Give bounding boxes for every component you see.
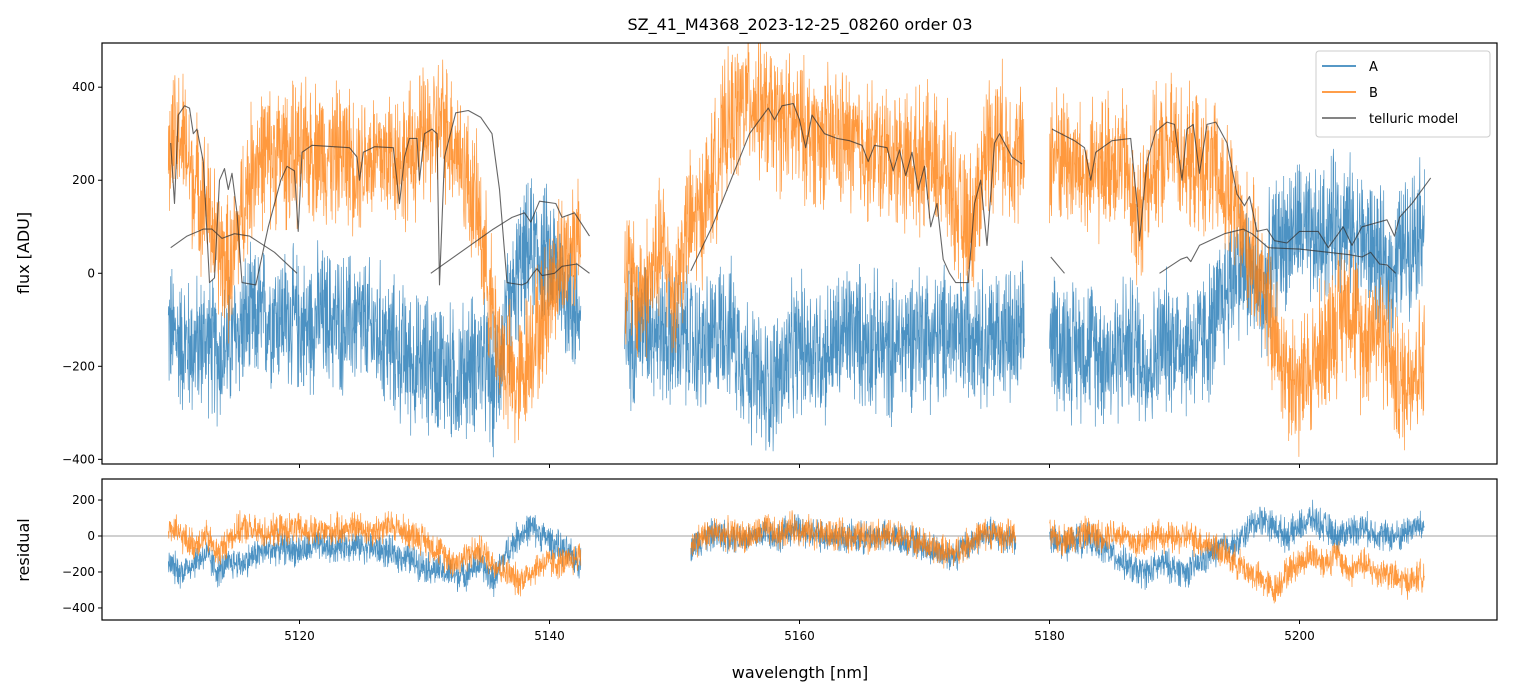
legend-label-telluric: telluric model — [1369, 112, 1458, 127]
legend-box — [1315, 50, 1491, 138]
ytick-label: 400 — [72, 80, 95, 94]
telluric-model-curve-3 — [690, 102, 1023, 284]
telluric-model-curve-5 — [1050, 256, 1065, 274]
series-b-segment-1 — [690, 510, 1017, 569]
telluric-model-curve-1 — [170, 228, 298, 274]
telluric-model-curve-4 — [1051, 121, 1432, 249]
series-b-segment-2 — [1049, 515, 1425, 604]
ytick-label: −200 — [62, 359, 95, 373]
xtick-label: 5200 — [1284, 629, 1315, 643]
series-a-segment-0 — [167, 178, 582, 458]
flux-ylabel: flux [ADU] — [14, 212, 33, 294]
xtick-label: 5120 — [284, 629, 315, 643]
telluric-model-curve-6 — [1159, 228, 1397, 274]
telluric-model-curve-0 — [170, 105, 590, 286]
ytick-label: −400 — [62, 452, 95, 466]
xtick-label: 5140 — [534, 629, 565, 643]
legend: A B telluric model — [1315, 50, 1491, 138]
chart-title: SZ_41_M4368_2023-12-25_08260 order 03 — [627, 15, 972, 35]
flux-plot-area — [167, 43, 1432, 458]
series-b-segment-0 — [167, 510, 582, 597]
residual-plot-area — [102, 499, 1497, 604]
ytick-label: 0 — [87, 266, 95, 280]
axis-ticks: −400 −200 0 200 400 −400 −200 0 200 5120 5140 5160 5… — [62, 80, 1315, 643]
xlabel: wavelength [nm] — [732, 663, 869, 682]
ytick-label: −200 — [62, 565, 95, 579]
series-b-segment-0 — [167, 59, 582, 444]
residual-ylabel: residual — [14, 518, 33, 581]
ytick-label: −400 — [62, 601, 95, 615]
ytick-label: 200 — [72, 173, 95, 187]
legend-label-a: A — [1369, 60, 1378, 75]
xtick-label: 5180 — [1034, 629, 1065, 643]
ytick-label: 200 — [72, 493, 95, 507]
xtick-label: 5160 — [784, 629, 815, 643]
legend-label-b: B — [1369, 86, 1378, 101]
series-a-segment-0 — [167, 515, 582, 598]
series-a-segment-2 — [1049, 499, 1425, 590]
series-b-segment-1 — [624, 43, 1025, 359]
series-b-segment-2 — [1049, 72, 1425, 457]
telluric-model-curve-2 — [430, 200, 590, 274]
ytick-label: 0 — [87, 529, 95, 543]
series-a-segment-1 — [624, 255, 1025, 452]
